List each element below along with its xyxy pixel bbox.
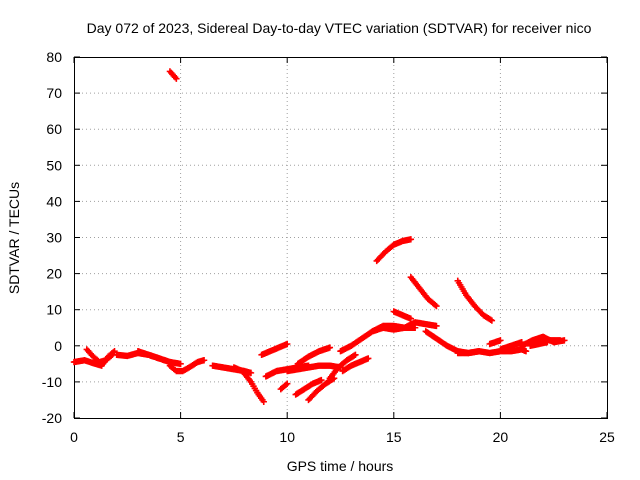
y-tick-label: 20 (46, 266, 62, 282)
data-point (111, 348, 118, 355)
x-tick-label: 10 (279, 429, 295, 445)
series-sat-t (373, 236, 415, 265)
series-sat-w (454, 346, 530, 357)
x-axis-label: GPS time / hours (287, 458, 394, 474)
y-tick-label: 70 (46, 85, 62, 101)
data-point (365, 355, 372, 362)
y-tick-label: 60 (46, 121, 62, 137)
data-point (282, 381, 290, 388)
data-point (326, 344, 334, 351)
data-point (284, 380, 291, 387)
x-tick-label: 0 (70, 429, 78, 445)
x-tick-label: 5 (177, 429, 185, 445)
data-point (433, 322, 440, 330)
series-sat-ac (546, 337, 564, 344)
series-sat-n (294, 344, 334, 368)
series-sat-u (407, 274, 440, 310)
data-point (107, 352, 115, 360)
series-sat-d (134, 348, 184, 368)
data-point (177, 360, 184, 368)
series-sat-o (326, 351, 359, 382)
x-tick-label: 15 (386, 429, 402, 445)
data-point (352, 351, 359, 359)
series-sat-h (258, 340, 291, 359)
data-point (173, 75, 180, 82)
data-point (318, 376, 325, 384)
data-point (432, 301, 439, 309)
y-axis-label: SDTVAR / TECUs (6, 182, 22, 294)
y-tick-label: 10 (46, 302, 62, 318)
data-point (247, 369, 255, 377)
x-tick-label: 20 (493, 429, 509, 445)
y-tick-label: 0 (54, 338, 62, 354)
series-sat-b (83, 346, 116, 366)
y-tick-label: 40 (46, 193, 62, 209)
series-sat-g (230, 364, 267, 405)
series-sat-k (277, 380, 291, 393)
data-point (556, 337, 564, 344)
data-point (407, 236, 415, 243)
data-point (522, 348, 530, 355)
series-sat-ab (527, 338, 551, 349)
data-point (411, 324, 419, 331)
series-sat-ad (166, 68, 180, 82)
data-point (260, 398, 267, 405)
y-tick-label: 30 (46, 230, 62, 246)
series-sat-p (339, 355, 372, 375)
axis-ticks: 0 5 10 15 20 25 -20 -10 0 10 20 30 40 50 60 70 80 (42, 49, 615, 445)
series-sat-l (292, 376, 325, 398)
y-tick-label: -20 (42, 410, 62, 426)
series-sat-y (486, 337, 504, 348)
x-tick-label: 25 (599, 429, 615, 445)
series-sat-x (454, 277, 496, 324)
data-point (200, 357, 208, 364)
data-point (488, 317, 496, 324)
chart-title: Day 072 of 2023, Sidereal Day-to-day VTE… (87, 20, 592, 36)
data-point (284, 340, 291, 348)
data-point (497, 337, 504, 344)
data-point (433, 302, 440, 310)
y-tick-label: 50 (46, 157, 62, 173)
series-sat-s (390, 308, 415, 322)
data-point (407, 315, 415, 322)
y-tick-label: -10 (42, 374, 62, 390)
series-sat-e (166, 357, 208, 375)
y-tick-label: 80 (46, 49, 62, 65)
data-points (70, 68, 568, 405)
series-sat-r (369, 319, 440, 335)
